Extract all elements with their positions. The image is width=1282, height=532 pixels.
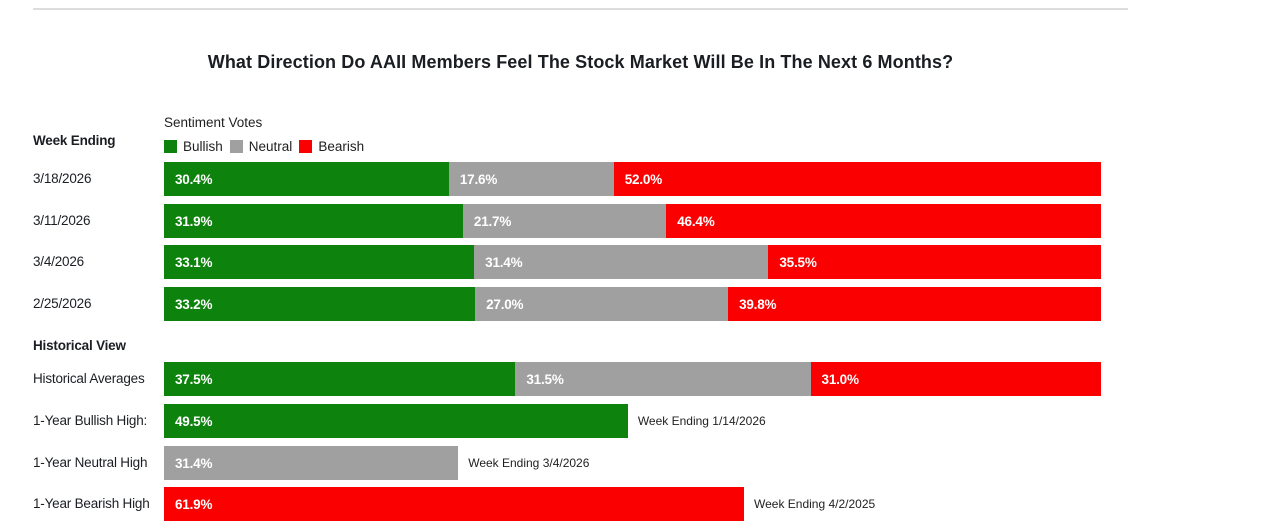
chart-title: What Direction Do AAII Members Feel The … xyxy=(207,52,954,73)
bar-segment-bullish: 30.4% xyxy=(164,162,449,196)
bar-segment-neutral: 27.0% xyxy=(475,287,729,321)
row-label: 1-Year Bearish High xyxy=(33,496,150,511)
bar-value-label: 31.0% xyxy=(821,371,859,387)
sentiment-row: 2/25/2026 33.2% 27.0% 39.8% xyxy=(0,287,1282,321)
bar-segment-bullish: 33.1% xyxy=(164,245,475,279)
bullish-swatch-icon xyxy=(164,140,177,153)
bar-segment-bearish: 52.0% xyxy=(613,162,1101,196)
row-label: 1-Year Neutral High xyxy=(33,455,148,470)
sentiment-row: 1-Year Neutral High 31.4% Week Ending 3/4/… xyxy=(0,446,1282,480)
bar-value-label: 21.7% xyxy=(473,213,512,229)
bar-segment-bullish: 49.5% xyxy=(164,404,628,438)
bar-value-label: 39.8% xyxy=(739,296,777,312)
bar-value-label: 46.4% xyxy=(677,213,715,229)
bar-segment-neutral: 31.4% xyxy=(164,446,459,480)
sentiment-row: 3/18/2026 30.4% 17.6% 52.0% xyxy=(0,162,1282,196)
legend-item-neutral: Neutral xyxy=(229,139,293,154)
legend-label: Bullish xyxy=(183,139,223,154)
legend-item-bullish: Bullish xyxy=(164,139,223,154)
bar-value-label: 31.4% xyxy=(175,455,213,471)
bar-track: 33.1% 31.4% 35.5% xyxy=(164,245,1101,279)
sentiment-row: Historical Averages 37.5% 31.5% 31.0% xyxy=(0,362,1282,396)
bar-track: 61.9% xyxy=(164,487,1101,521)
bar-segment-neutral: 21.7% xyxy=(462,204,667,238)
bar-value-label: 17.6% xyxy=(459,171,498,187)
bar-value-label: 31.9% xyxy=(175,213,213,229)
bar-segment-bearish: 61.9% xyxy=(164,487,744,521)
bar-track: 37.5% 31.5% 31.0% xyxy=(164,362,1101,396)
legend: Bullish Neutral Bearish xyxy=(164,139,371,154)
row-label: Historical Averages xyxy=(33,371,145,386)
neutral-swatch-icon xyxy=(229,140,243,153)
row-label: 1-Year Bullish High: xyxy=(33,413,148,428)
bar-track: 33.2% 27.0% 39.8% xyxy=(164,287,1101,321)
bar-value-label: 49.5% xyxy=(175,413,213,429)
bar-value-label: 30.4% xyxy=(175,171,213,187)
historical-view-heading: Historical View xyxy=(33,338,126,353)
bar-annotation: Week Ending 4/2/2025 xyxy=(754,497,876,511)
week-ending-heading: Week Ending xyxy=(33,133,116,148)
legend-item-bearish: Bearish xyxy=(299,139,364,154)
legend-title: Sentiment Votes xyxy=(164,115,263,130)
row-label: 3/18/2026 xyxy=(33,171,92,186)
bar-track: 49.5% xyxy=(164,404,1101,438)
bar-segment-neutral: 31.4% xyxy=(474,245,769,279)
bar-segment-bearish: 35.5% xyxy=(768,245,1101,279)
bar-segment-neutral: 17.6% xyxy=(448,162,614,196)
bar-value-label: 33.2% xyxy=(175,296,213,312)
sentiment-row: 3/4/2026 33.1% 31.4% 35.5% xyxy=(0,245,1282,279)
sentiment-row: 3/11/2026 31.9% 21.7% 46.4% xyxy=(0,204,1282,238)
bar-value-label: 27.0% xyxy=(486,296,524,312)
bar-annotation: Week Ending 1/14/2026 xyxy=(637,414,766,428)
bar-segment-bearish: 46.4% xyxy=(666,204,1101,238)
bar-value-label: 31.4% xyxy=(485,254,523,270)
bar-track: 31.4% xyxy=(164,446,1101,480)
legend-label: Neutral xyxy=(248,139,293,154)
bar-segment-bearish: 31.0% xyxy=(810,362,1101,396)
bar-segment-bullish: 31.9% xyxy=(164,204,463,238)
row-label: 3/11/2026 xyxy=(33,213,91,228)
bar-value-label: 61.9% xyxy=(175,496,213,512)
bar-value-label: 37.5% xyxy=(175,371,213,387)
bar-annotation: Week Ending 3/4/2026 xyxy=(468,456,590,470)
bar-segment-bullish: 33.2% xyxy=(164,287,476,321)
bar-segment-bearish: 39.8% xyxy=(728,287,1101,321)
bar-segment-bullish: 37.5% xyxy=(164,362,516,396)
bar-value-label: 52.0% xyxy=(624,171,663,187)
bar-segment-neutral: 31.5% xyxy=(515,362,811,396)
bar-value-label: 33.1% xyxy=(175,254,213,270)
bar-value-label: 35.5% xyxy=(779,254,817,270)
bar-track: 30.4% 17.6% 52.0% xyxy=(164,162,1101,196)
row-label: 3/4/2026 xyxy=(33,254,84,269)
top-divider xyxy=(33,8,1128,10)
legend-label: Bearish xyxy=(318,139,365,154)
sentiment-row: 1-Year Bearish High 61.9% Week Ending 4/2/… xyxy=(0,487,1282,521)
sentiment-row: 1-Year Bullish High: 49.5% Week Ending 1/1… xyxy=(0,404,1282,438)
row-label: 2/25/2026 xyxy=(33,296,92,311)
bar-track: 31.9% 21.7% 46.4% xyxy=(164,204,1101,238)
bar-value-label: 31.5% xyxy=(526,371,564,387)
bearish-swatch-icon xyxy=(299,140,313,153)
